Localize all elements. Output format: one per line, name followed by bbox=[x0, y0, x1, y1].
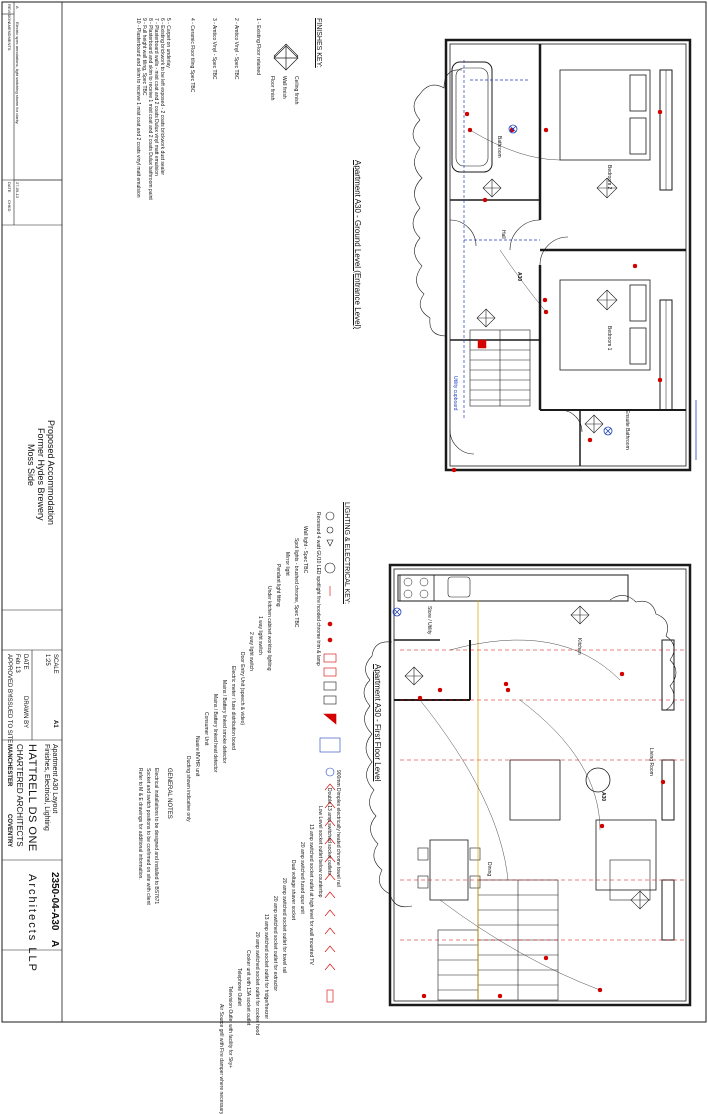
blue-symbols bbox=[392, 124, 613, 617]
electrical-item: Double 13 amp switched socket outlets bbox=[326, 788, 332, 875]
lighting-item: Nuaire MVHR unit bbox=[194, 736, 200, 777]
room-label-hall: Hall bbox=[500, 230, 506, 239]
date-label: DATE bbox=[22, 654, 28, 670]
date-header: DATE bbox=[7, 182, 12, 193]
ground-floor-title: Apartment A30 - Ground Level (Entrance L… bbox=[353, 160, 362, 329]
electrical-item: 13 amp switched socket outlet at high le… bbox=[308, 824, 314, 965]
finishes-item: 2 - Amtico Vinyl - Spec TBC bbox=[233, 18, 239, 80]
first-apartment-label: A30 bbox=[600, 792, 606, 802]
room-label-dining: Dining bbox=[486, 862, 492, 877]
room-label-bedroom-2: Bedroom 2 bbox=[606, 165, 612, 190]
project-line: Proposed Accommodation bbox=[46, 420, 56, 526]
drawing-number: 2350-04-A30 bbox=[49, 872, 60, 931]
lighting-item: Electric meter / fuse distribution board bbox=[230, 666, 236, 750]
room-label-store-utility: Store / Utility bbox=[426, 606, 432, 635]
electrical-item: Cooker unit with 13A socket outlet bbox=[245, 950, 251, 1026]
general-note: Socket and switch positions to be confir… bbox=[145, 768, 151, 905]
general-note: Electrical installations to be designed … bbox=[153, 768, 159, 905]
title-block bbox=[2, 2, 62, 951]
drawing-title-line: Apartment A30 Layout bbox=[51, 744, 58, 814]
revision-row-text: Electric spec annotations, light switchi… bbox=[15, 22, 20, 125]
electrical-symbols bbox=[417, 109, 666, 999]
electrical-item: 900mm Dimplex electrically heated chrome… bbox=[335, 770, 341, 887]
lighting-item: Pendant light fitting bbox=[275, 564, 281, 607]
lighting-item: Ducting shown indicative only bbox=[185, 756, 191, 822]
room-label-bedroom-1: Bedroom 1 bbox=[606, 326, 612, 351]
lighting-item: Wall light - Spec TBC bbox=[302, 526, 308, 574]
sheet-border bbox=[1, 1, 707, 1023]
finishes-key-heading: FINISHES KEY: bbox=[315, 18, 322, 68]
room-label-kitchen: Kitchen bbox=[576, 638, 582, 655]
electrical-item: Dual voltage shaver socket bbox=[290, 860, 296, 921]
lighting-item: Mirror light bbox=[284, 552, 290, 576]
finishes-legend-diagram bbox=[273, 45, 299, 71]
finishes-item: 1 - Existing Floor retained bbox=[255, 18, 261, 75]
lighting-item: Under kitchen cabinet worktop lighting bbox=[266, 586, 272, 671]
room-label-bathroom: Bathroom bbox=[496, 136, 502, 158]
approved-by-label: APPROVED BY bbox=[6, 654, 12, 698]
scale-value: 1:25 bbox=[44, 654, 50, 666]
lighting-item: Mains / Battery linked heat detector bbox=[212, 694, 218, 773]
revision-row-letter: A bbox=[15, 6, 20, 9]
paper-size: A1 bbox=[52, 720, 58, 728]
finishes-item: 3 - Amtico Vinyl - Spec TBC bbox=[211, 18, 217, 80]
electrical-key-symbols bbox=[324, 767, 336, 1003]
finishes-label-ceiling: Ceiling finish bbox=[293, 76, 299, 105]
switching-lines bbox=[419, 129, 621, 991]
office-manchester: MANCHESTER bbox=[6, 744, 12, 787]
drawn-by-label: DRAWN BY bbox=[22, 696, 28, 729]
electrical-item: 20 amp switched fused spur unit bbox=[299, 842, 305, 914]
amendments-header: AMENDMENTS bbox=[7, 22, 12, 51]
project-line: Former Hydes Brewery bbox=[36, 428, 46, 521]
electrical-item: 20 amp switched socket outlet for towel … bbox=[281, 878, 287, 974]
firm-subtitle: CHARTERED ARCHITECTS bbox=[15, 744, 24, 847]
lighting-item: Spot lights - brushed chrome, Spec TBC bbox=[293, 538, 299, 628]
first-floor-title: Apartment A30 - First Floor Level bbox=[373, 664, 382, 782]
electrical-item: 13 amp switched socket outlet for fridge… bbox=[263, 914, 269, 1020]
revision-row-date: 27-09-13 bbox=[15, 182, 20, 199]
lighting-item: Consumer Unit bbox=[203, 712, 209, 746]
lighting-key-heading: LIGHTING & ELECTRICAL KEY: bbox=[343, 502, 350, 605]
drawing-revision: A bbox=[49, 940, 60, 948]
room-label-ensuite: Ensuite Bathroom bbox=[624, 410, 630, 450]
lighting-item: 1 way light switch bbox=[257, 616, 263, 655]
office-coventry: COVENTRY bbox=[6, 814, 12, 848]
scale-label: SCALE bbox=[52, 654, 58, 674]
electrical-item: 20 amp switched socket outlet for extrac… bbox=[272, 896, 278, 992]
floor-plan-drawing bbox=[1, 1, 707, 1023]
electrical-item: 20 amp switched socket outlet for cooker… bbox=[254, 932, 260, 1036]
finishes-label-floor: Floor finish bbox=[269, 76, 275, 101]
chkd-header: CHKD bbox=[7, 200, 12, 212]
ground-apartment-label: A30 bbox=[516, 272, 522, 282]
electrical-item: Low Level socket outlet below countertop bbox=[317, 806, 323, 898]
finishes-item: 10 - Plasterboard and skim to receive 1 … bbox=[135, 18, 141, 198]
finishes-item: 4 - Ceramic Floor tiling Spec TBC bbox=[189, 18, 195, 93]
room-label-living: Living Room bbox=[648, 748, 654, 776]
lighting-item: 2 way light switch bbox=[248, 632, 254, 671]
electrical-item: Telephone Outlet bbox=[236, 968, 242, 1006]
firm-name-2: Architects LLP bbox=[26, 874, 38, 973]
firm-name: HATTRELL DS ONE bbox=[26, 744, 38, 852]
revision-header: REVISION bbox=[7, 4, 12, 24]
general-note: Refer to M & E drawings for additional i… bbox=[137, 768, 143, 880]
first-floor-plan bbox=[363, 563, 692, 1007]
date-value: Feb 13 bbox=[14, 654, 20, 673]
issued-label: ISSUED TO SITE bbox=[6, 696, 12, 744]
store-label: Utility cupboard bbox=[452, 376, 458, 411]
electrical-item: Television Outlet with facility for Sky+ bbox=[227, 986, 233, 1069]
finish-diamond-symbols bbox=[273, 43, 650, 910]
project-line: Moss Side bbox=[26, 444, 36, 487]
lighting-item: Door Entry Unit (speech & video) bbox=[239, 652, 245, 726]
general-notes-heading: GENERAL NOTES bbox=[166, 768, 172, 819]
lighting-item: Mains / Battery linked smoke detector bbox=[221, 680, 227, 764]
electrical-item: Air Source grill with Fire damper where … bbox=[218, 1004, 224, 1114]
lighting-item: Recessed 4 watt GU10 LED spotlight fire … bbox=[315, 512, 321, 666]
drawing-title-line: Finishes, Electrical, Lighting bbox=[43, 744, 50, 831]
key-symbols bbox=[319, 511, 341, 753]
finishes-label-wall: Wall finish bbox=[281, 76, 287, 99]
